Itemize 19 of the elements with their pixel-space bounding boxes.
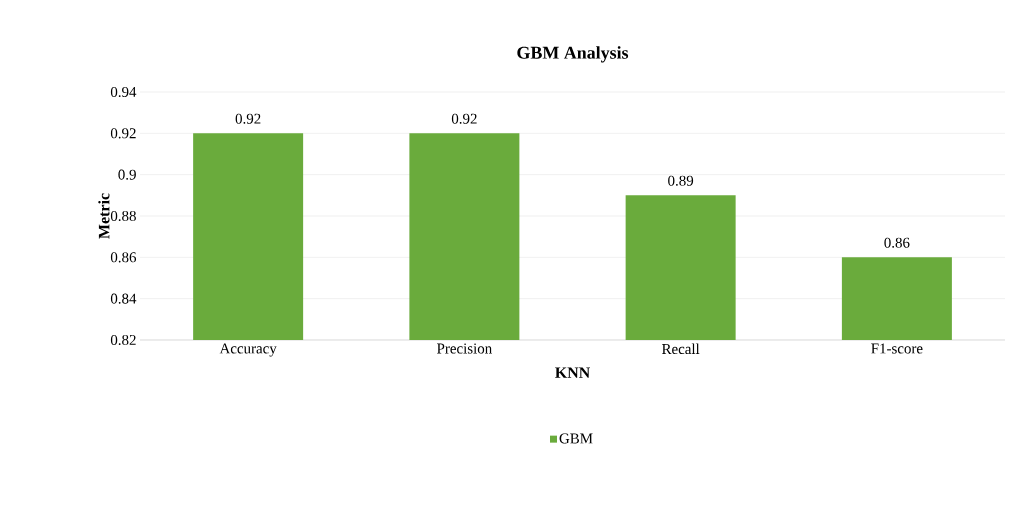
y-tick-label: 0.92 [110, 128, 136, 139]
chart-title: GBM Analysis [517, 46, 629, 63]
x-tick-label: Accuracy [219, 343, 277, 357]
data-label: 0.92 [235, 113, 261, 124]
x-tick-label: F1-score [871, 343, 923, 354]
y-tick-label: 0.9 [118, 169, 136, 180]
y-tick-label: 0.86 [110, 252, 137, 263]
x-axis-title: KNN [555, 367, 591, 378]
x-tick-label: Recall [661, 343, 700, 355]
legend-label: GBM [559, 433, 593, 444]
y-axis-title: Metric [98, 193, 110, 239]
x-tick-label: Precision [437, 343, 492, 354]
data-label: 0.89 [668, 175, 694, 186]
data-label: 0.92 [451, 113, 477, 124]
data-label: 0.86 [884, 237, 910, 248]
y-tick-label: 0.88 [110, 210, 136, 222]
y-tick-label: 0.82 [110, 334, 136, 346]
y-tick-label: 0.84 [110, 293, 137, 304]
y-tick-label: 0.94 [110, 86, 137, 98]
